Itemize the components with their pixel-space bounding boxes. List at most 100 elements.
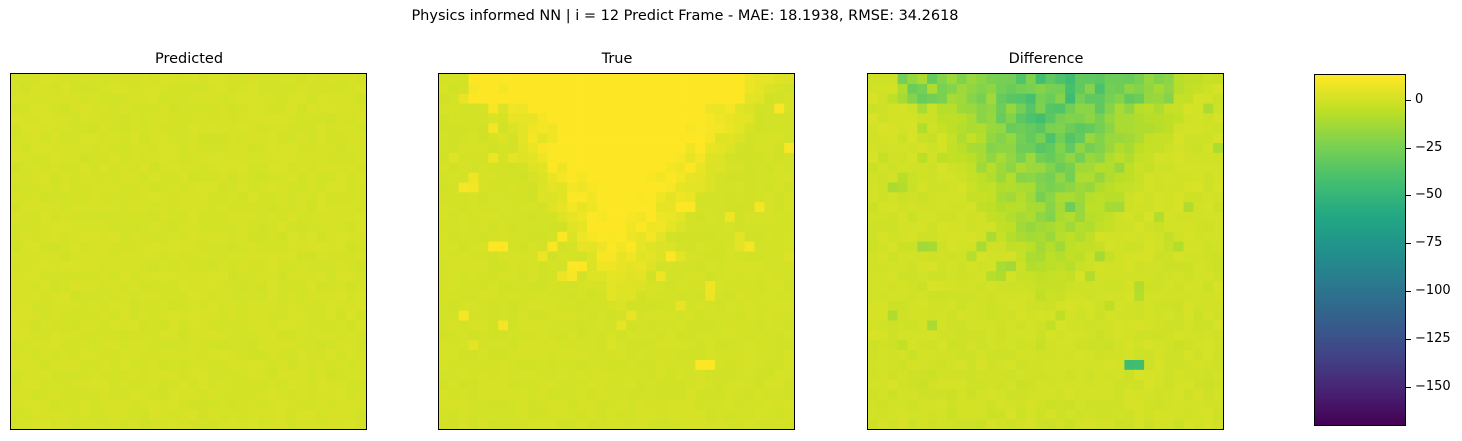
heatmap-cell: [1153, 290, 1165, 302]
heatmap-cell: [50, 143, 61, 154]
heatmap-cell: [178, 271, 189, 282]
heatmap-cell: [616, 212, 627, 223]
heatmap-cell: [139, 231, 150, 243]
heatmap-cell: [296, 172, 308, 183]
heatmap-cell: [774, 241, 785, 252]
heatmap-cell: [927, 221, 938, 233]
heatmap-cell: [30, 271, 41, 282]
heatmap-cell: [1114, 172, 1125, 183]
heatmap-cell: [458, 419, 469, 429]
heatmap-cell: [887, 74, 898, 85]
heatmap-cell: [1114, 399, 1125, 410]
colorbar-segment: [1315, 169, 1405, 172]
heatmap-cell: [149, 330, 160, 341]
heatmap-cell: [149, 389, 160, 400]
heatmap-cell: [80, 74, 91, 85]
heatmap-cell: [897, 369, 908, 381]
heatmap-cell: [1124, 330, 1135, 341]
heatmap-cell: [11, 192, 22, 203]
heatmap-cell: [537, 320, 548, 331]
heatmap-cell: [996, 419, 1007, 429]
heatmap-cell: [774, 212, 785, 223]
heatmap-cell: [247, 143, 258, 154]
heatmap-cell: [897, 202, 908, 213]
heatmap-cell: [267, 162, 278, 174]
heatmap-cell: [306, 123, 318, 134]
heatmap-cell: [109, 83, 120, 95]
heatmap-cell: [646, 261, 657, 272]
heatmap-cell: [498, 271, 509, 282]
heatmap-cell: [1084, 103, 1096, 114]
heatmap-cell: [316, 202, 327, 213]
heatmap-cell: [754, 290, 765, 302]
colorbar-segment: [1315, 273, 1405, 276]
heatmap-cell: [966, 271, 977, 282]
heatmap-cell: [695, 419, 706, 429]
heatmap-cell: [109, 241, 120, 252]
heatmap-cell: [626, 369, 637, 381]
heatmap-cell: [257, 330, 268, 341]
heatmap-cell: [586, 310, 598, 321]
heatmap-cell: [976, 261, 987, 272]
heatmap-cell: [277, 340, 288, 351]
heatmap-cell: [1163, 409, 1175, 420]
heatmap-cell: [966, 241, 977, 252]
heatmap-cell: [1094, 152, 1106, 164]
heatmap-cell: [89, 379, 101, 390]
heatmap-cell: [498, 113, 509, 124]
heatmap-cell: [139, 379, 150, 390]
heatmap-cell: [188, 103, 199, 114]
heatmap-cell: [616, 389, 627, 400]
heatmap-cell: [754, 330, 765, 341]
heatmap-cell: [695, 113, 706, 124]
heatmap-cell: [784, 162, 794, 174]
heatmap-cell: [247, 123, 258, 134]
heatmap-cell: [478, 310, 489, 321]
heatmap-cell: [917, 113, 928, 124]
heatmap-cell: [606, 83, 617, 95]
heatmap-cell: [508, 83, 519, 95]
heatmap-cell: [1104, 359, 1115, 371]
heatmap-cell: [1045, 202, 1056, 213]
heatmap-cell: [20, 359, 32, 371]
heatmap-cell: [208, 74, 219, 85]
heatmap-cell: [897, 103, 908, 114]
heatmap-cell: [168, 320, 180, 331]
heatmap-cell: [257, 182, 268, 193]
heatmap-cell: [316, 359, 327, 371]
heatmap-cell: [1163, 212, 1175, 223]
heatmap-cell: [89, 340, 101, 351]
heatmap-cell: [439, 143, 450, 154]
heatmap-cell: [1065, 221, 1076, 233]
heatmap-cell: [458, 143, 469, 154]
heatmap-cell: [488, 83, 499, 95]
heatmap-cell: [208, 241, 219, 252]
heatmap-cell: [208, 152, 219, 164]
heatmap-cell: [724, 419, 736, 429]
heatmap-cell: [99, 172, 111, 183]
heatmap-cell: [996, 389, 1007, 400]
heatmap-cell: [616, 340, 627, 351]
heatmap-cell: [784, 281, 794, 292]
heatmap-cell: [946, 192, 958, 203]
heatmap-cell: [30, 93, 41, 104]
heatmap-cell: [119, 172, 130, 183]
heatmap-cell: [626, 113, 637, 124]
heatmap-cell: [119, 320, 130, 331]
heatmap-cell: [937, 290, 948, 302]
heatmap-cell: [1144, 369, 1155, 381]
heatmap-cell: [178, 389, 189, 400]
heatmap-cell: [1035, 330, 1046, 341]
heatmap-cell: [237, 83, 249, 95]
heatmap-cell: [1193, 133, 1204, 144]
heatmap-cell: [907, 192, 918, 203]
heatmap-cell: [1084, 221, 1096, 233]
heatmap-cell: [646, 350, 657, 361]
heatmap-cell: [1035, 369, 1046, 381]
heatmap-cell: [508, 379, 519, 390]
heatmap-cell: [986, 202, 997, 213]
heatmap-cell: [695, 231, 706, 243]
heatmap-cell: [326, 369, 337, 381]
heatmap-cell: [478, 340, 489, 351]
heatmap-cell: [478, 172, 489, 183]
